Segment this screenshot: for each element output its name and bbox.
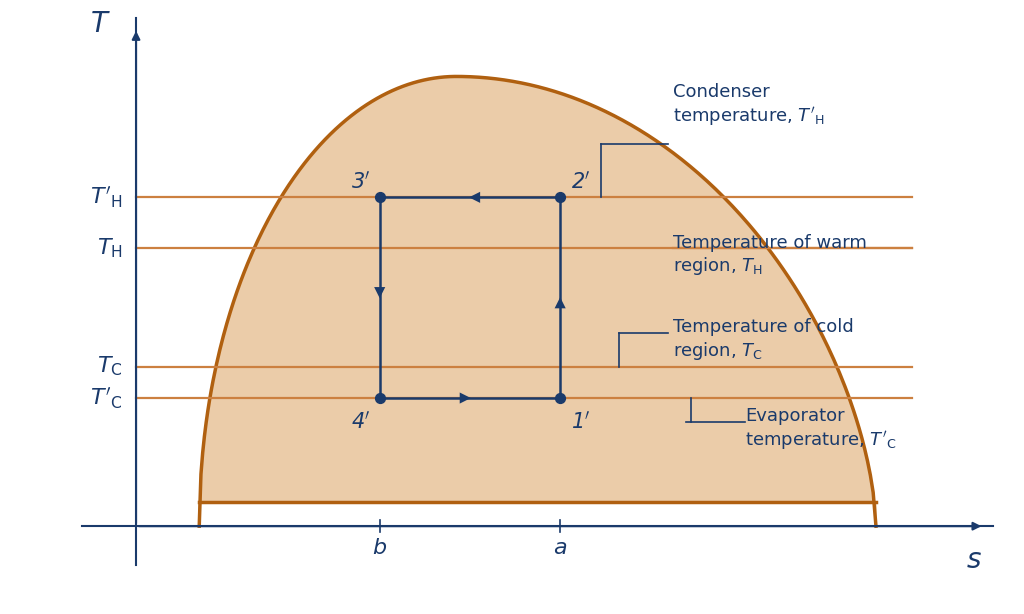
Text: $T'_\mathrm{H}$: $T'_\mathrm{H}$ xyxy=(90,185,123,210)
Text: $T_\mathrm{H}$: $T_\mathrm{H}$ xyxy=(97,236,123,260)
Point xyxy=(552,192,568,202)
Text: Condenser
temperature, $T'_\mathrm{H}$: Condenser temperature, $T'_\mathrm{H}$ xyxy=(673,84,824,128)
Text: $T_\mathrm{C}$: $T_\mathrm{C}$ xyxy=(97,355,123,378)
Text: $T'_\mathrm{C}$: $T'_\mathrm{C}$ xyxy=(90,386,123,411)
Text: 1$'$: 1$'$ xyxy=(571,410,590,432)
Text: Evaporator
temperature, $T'_\mathrm{C}$: Evaporator temperature, $T'_\mathrm{C}$ xyxy=(745,407,897,452)
Text: b: b xyxy=(373,538,387,558)
Text: a: a xyxy=(553,538,567,558)
Point xyxy=(552,393,568,403)
Point xyxy=(372,192,388,202)
Text: 2$'$: 2$'$ xyxy=(571,171,590,193)
Text: Temperature of warm
region, $T_\mathrm{H}$: Temperature of warm region, $T_\mathrm{H… xyxy=(673,234,867,277)
Text: $s$: $s$ xyxy=(967,545,982,573)
Point xyxy=(372,393,388,403)
Text: Temperature of cold
region, $T_\mathrm{C}$: Temperature of cold region, $T_\mathrm{C… xyxy=(673,319,854,362)
Text: 3$'$: 3$'$ xyxy=(351,171,371,193)
Polygon shape xyxy=(200,77,876,526)
Text: $T$: $T$ xyxy=(89,10,111,38)
Text: 4$'$: 4$'$ xyxy=(351,410,371,432)
